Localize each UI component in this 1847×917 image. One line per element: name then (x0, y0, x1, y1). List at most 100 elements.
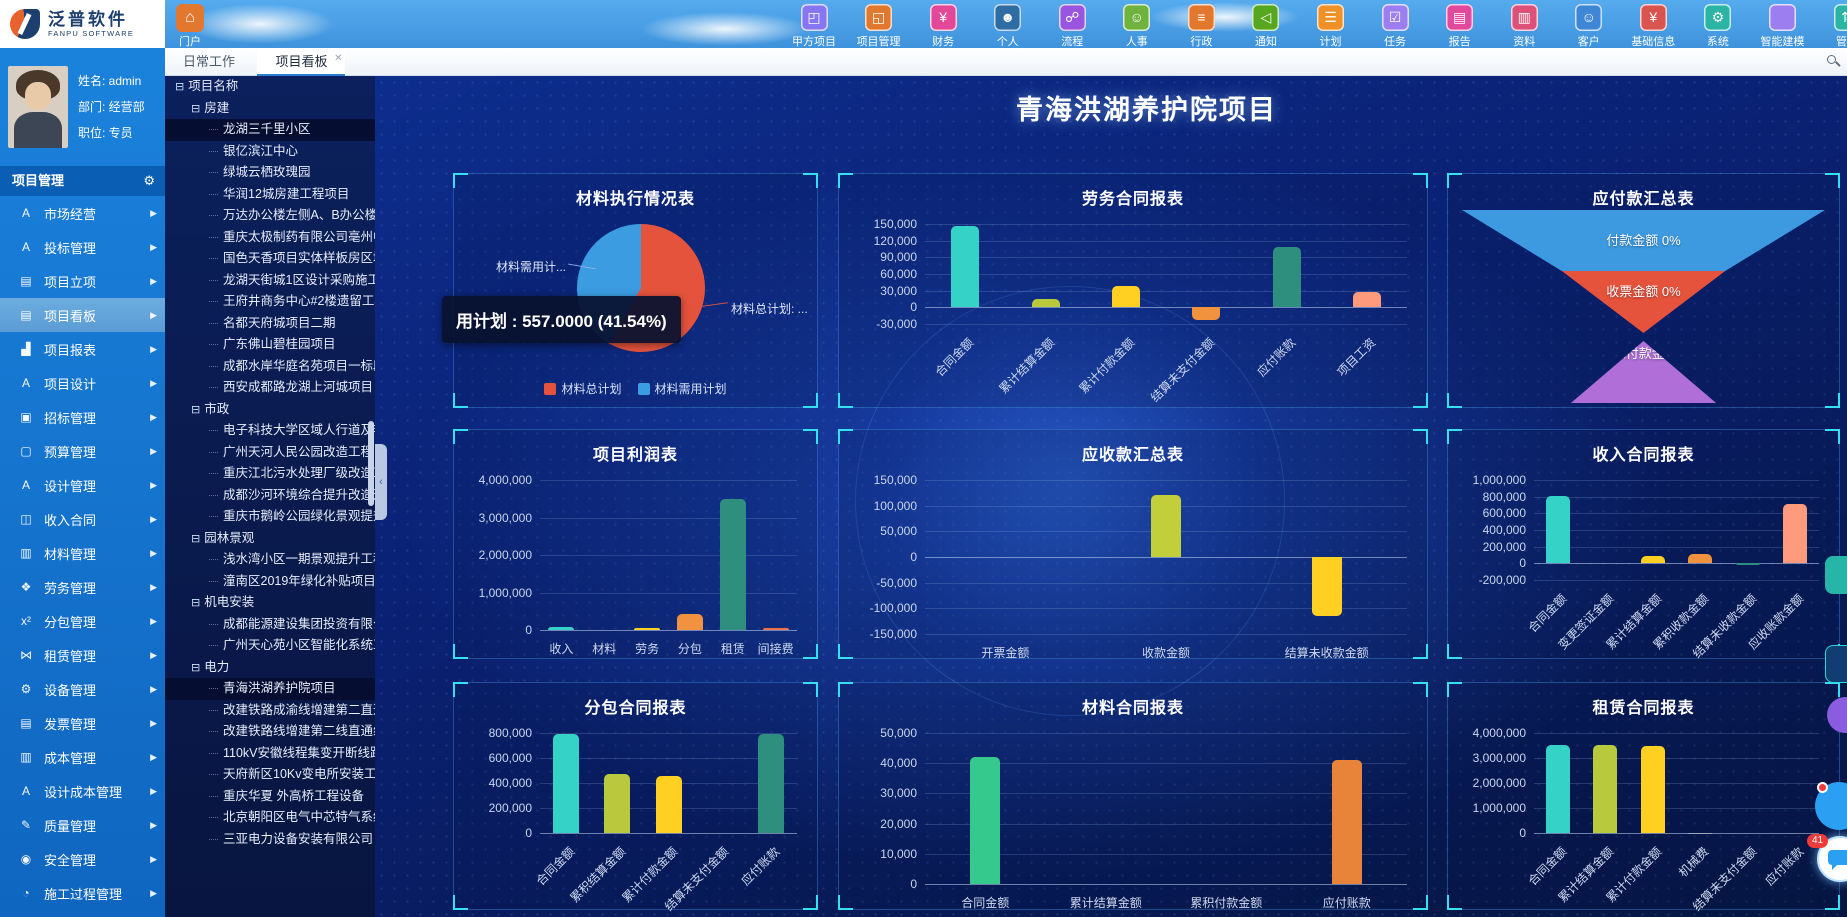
tree-group[interactable]: ⊟ 园林景观 (191, 530, 255, 545)
tree-root[interactable]: ⊟ 项目名称 (175, 79, 239, 93)
funnel-stage-0[interactable]: 付款金额 0% (1462, 210, 1825, 271)
tree-item[interactable]: 广州天心苑小区智能化系统工程 (165, 635, 375, 657)
header-menu-workflow[interactable]: ☍ 流程 (1046, 4, 1098, 49)
bar-lease-contract-report-3[interactable] (1688, 832, 1713, 834)
bar-income-contract-report-5[interactable] (1783, 504, 1808, 564)
collapse-icon[interactable]: ⊟ (191, 532, 201, 545)
legend-item[interactable]: 材料需用计划 (637, 380, 727, 397)
sidebar-item-progress-management[interactable]: ▥进度管理▶ (0, 910, 165, 917)
tree-item[interactable]: 改建铁路线增建第二线直通线... (165, 721, 375, 743)
header-menu-system[interactable]: ⚙ 系统 (1692, 4, 1744, 49)
sidebar-item-project-design[interactable]: A 项目设计 ▶ (0, 366, 165, 400)
header-menu-smart-modeling[interactable]: 智能建模 (1756, 4, 1808, 49)
sidebar-item-market-operation[interactable]: A 市场经营 ▶ (0, 196, 165, 230)
tree-group[interactable]: ⊟ 电力 (191, 659, 230, 674)
sidebar-item-construction-process[interactable]: ◔ 施工过程管理 ▶ (0, 876, 165, 910)
tree-group[interactable]: ⊟ 机电安装 (191, 595, 255, 609)
sidebar-item-income-contract[interactable]: ◫ 收入合同 ▶ (0, 502, 165, 536)
panel-payables-summary[interactable]: 应付款汇总表 付款金额 0% 收票金额 0% 收票未付款金额 0% (1447, 173, 1840, 408)
sidebar-item-quality-management[interactable]: ✎ 质量管理 ▶ (0, 808, 165, 842)
header-menu-notification[interactable]: ◁ 通知 (1240, 4, 1292, 49)
bar-subcontract-report-4[interactable] (758, 734, 785, 833)
bar-subcontract-report-0[interactable] (552, 734, 579, 833)
tree-item[interactable]: 重庆华夏 外高桥工程设备 (165, 786, 375, 808)
legend-item[interactable]: 材料总计划 (544, 380, 622, 397)
floating-tool-button-2[interactable] (1825, 645, 1847, 683)
search-icon[interactable] (1827, 55, 1841, 69)
header-menu-project-mgmt[interactable]: ◱ 项目管理 (853, 4, 905, 49)
tree-item[interactable]: 青海洪湖养护院项目 (165, 678, 375, 700)
tree-item[interactable]: 重庆市鹅岭公园绿化景观提升... (165, 506, 375, 528)
bar-project-profit-2[interactable] (634, 627, 661, 630)
tree-item[interactable]: 重庆太极制药有限公司亳州中... (165, 227, 375, 249)
tree-item[interactable]: 成都水岸华庭名苑项目一标段 (165, 356, 375, 378)
tree-item[interactable]: 西安成都路龙湖上河城项目 (165, 377, 375, 399)
header-menu-hr[interactable]: ☺ 人事 (1111, 4, 1163, 49)
tab-daily-work[interactable]: 日常工作 (165, 48, 253, 76)
tree-item[interactable]: 天府新区10Kv变电所安装工程 (165, 764, 375, 786)
panel-material-contract-report[interactable]: 材料合同报表 50,000 40,000 30,000 20,000 10,000 0 合同金… (838, 682, 1428, 910)
sidebar-item-material-management[interactable]: ▥ 材料管理 ▶ (0, 536, 165, 570)
bar-labor-contract-report-1[interactable] (1031, 299, 1060, 308)
bar-income-contract-report-2[interactable] (1640, 556, 1665, 564)
collapse-icon[interactable]: ⊟ (191, 102, 201, 115)
header-menu-report[interactable]: ▤ 报告 (1434, 4, 1486, 49)
sidebar-item-equipment-management[interactable]: ⚙ 设备管理 ▶ (0, 672, 165, 706)
collapse-icon[interactable]: ⊟ (191, 597, 201, 609)
tree-item[interactable]: 重庆江北污水处理厂级改造工... (165, 463, 375, 485)
bar-material-contract-report-0[interactable] (970, 757, 1001, 884)
collapse-icon[interactable]: ⊟ (191, 661, 201, 674)
header-menu-task[interactable]: ☑ 任务 (1369, 4, 1421, 49)
header-menu-customer[interactable]: ☺ 客户 (1563, 4, 1615, 49)
funnel-stage-1[interactable]: 收票金额 0% (1561, 271, 1726, 333)
bar-project-profit-4[interactable] (719, 498, 746, 630)
tree-item[interactable]: 浅水湾小区一期景观提升工程... (165, 549, 375, 571)
sidebar-section-header[interactable]: 项目管理 ⚙ (0, 166, 165, 196)
tree-item[interactable]: 龙湖三千里小区 (165, 119, 375, 141)
tree-item[interactable]: 潼南区2019年绿化补贴项目-施... (165, 571, 375, 593)
sidebar-item-subcontract-management[interactable]: x² 分包管理 ▶ (0, 604, 165, 638)
tree-item[interactable]: 绿城云栖玫瑰园 (165, 162, 375, 184)
bar-receivables-summary-1[interactable] (1151, 495, 1181, 557)
tree-item[interactable]: 北京朝阳区电气中芯特气系统... (165, 807, 375, 829)
bar-project-profit-3[interactable] (676, 613, 703, 630)
header-menu-portal[interactable]: ⌂ 门户 (168, 4, 212, 49)
tree-item[interactable]: 广东佛山碧桂园项目 (165, 334, 375, 356)
bar-project-profit-5[interactable] (762, 628, 789, 630)
panel-material-execution-chart[interactable]: 材料执行情况表 材料需用计... 材料总计划: ... 用计划 : 557.0000 … (442, 173, 818, 408)
floating-notification-button[interactable] (1815, 782, 1847, 830)
collapse-icon[interactable]: ⊟ (175, 81, 185, 93)
bar-income-contract-report-4[interactable] (1735, 563, 1760, 566)
tree-item[interactable]: 改建铁路成渝线增建第二直通... (165, 700, 375, 722)
header-menu-basic-info[interactable]: ¥ 基础信息 (1627, 4, 1679, 49)
bar-material-contract-report-3[interactable] (1331, 760, 1362, 884)
bar-income-contract-report-3[interactable] (1688, 553, 1713, 564)
tree-item[interactable]: 华润12城房建工程项目 (165, 184, 375, 206)
panel-income-contract-report[interactable]: 收入合同报表 1,000,000 800,000 600,000 400,000 200,… (1447, 429, 1840, 661)
tree-item[interactable]: 万达办公楼左侧A、B办公楼改... (165, 205, 375, 227)
funnel-stage-2[interactable]: 收票未付款金额 0% (1570, 341, 1717, 403)
panel-project-profit[interactable]: 项目利润表 4,000,000 3,000,000 2,000,000 1,000,00… (453, 429, 818, 659)
bar-receivables-summary-2[interactable] (1311, 557, 1342, 617)
bar-labor-contract-report-5[interactable] (1352, 292, 1381, 308)
header-menu-personal[interactable]: ☻ 个人 (982, 4, 1034, 49)
bar-income-contract-report-0[interactable] (1545, 495, 1570, 564)
panel-receivables-summary[interactable]: 应收款汇总表 150,000 100,000 50,000 0 -50,000 -100,0… (838, 429, 1428, 660)
floating-tool-button-1[interactable] (1825, 556, 1847, 594)
gear-icon[interactable]: ⚙ (143, 173, 155, 188)
tree-item[interactable]: 电子科技大学区域人行道及非... (165, 420, 375, 442)
tree-collapse-handle[interactable]: ‹ (375, 444, 387, 520)
tree-item[interactable]: 成都沙河环境综合提升改造运... (165, 485, 375, 507)
tree-item[interactable]: 三亚电力设备安装有限公司 (165, 829, 375, 851)
sidebar-item-tender-management[interactable]: ▣ 招标管理 ▶ (0, 400, 165, 434)
header-menu-client-project[interactable]: ◰ 甲方项目 (788, 4, 840, 49)
bar-lease-contract-report-2[interactable] (1640, 745, 1665, 833)
bar-lease-contract-report-0[interactable] (1545, 745, 1570, 833)
collapse-icon[interactable]: ⊟ (191, 403, 201, 416)
tree-item[interactable]: 名都天府城项目二期 (165, 313, 375, 335)
panel-lease-contract-report[interactable]: 租赁合同报表 4,000,000 3,000,000 2,000,000 1,000,0… (1447, 682, 1840, 914)
sidebar-item-bid-management[interactable]: A 投标管理 ▶ (0, 230, 165, 264)
sidebar-item-budget-management[interactable]: ▢ 预算管理 ▶ (0, 434, 165, 468)
sidebar-item-cost-management[interactable]: ▥ 成本管理 ▶ (0, 740, 165, 774)
tree-item[interactable]: 龙湖天街城1区设计采购施工（... (165, 270, 375, 292)
